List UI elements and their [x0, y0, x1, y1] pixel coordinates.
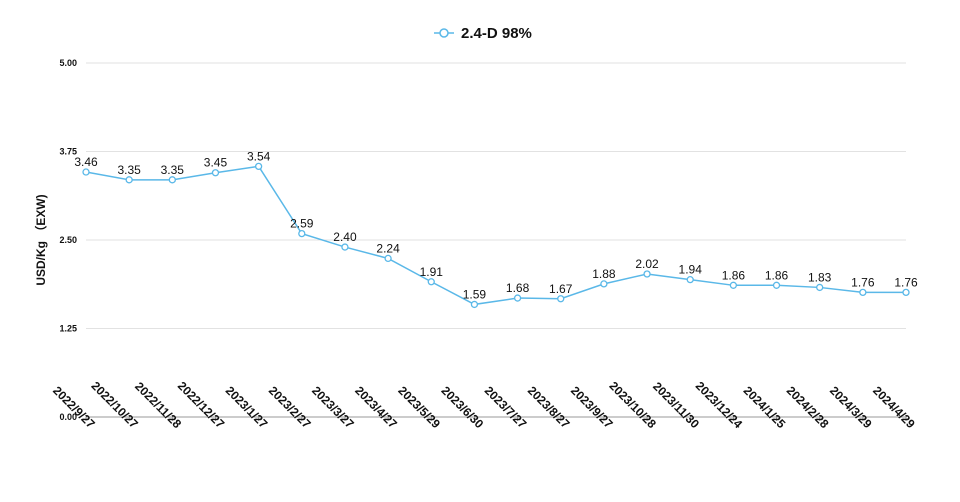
data-point [686, 275, 694, 284]
x-tick-label: 2024/2/28 [784, 383, 832, 431]
data-point [513, 294, 522, 302]
x-tick-label: 2023/5/29 [395, 383, 443, 431]
data-point [859, 288, 867, 297]
data-label: 2.02 [635, 257, 659, 271]
grid-lines [86, 62, 906, 418]
data-point [427, 278, 435, 286]
data-label: 1.76 [894, 275, 918, 289]
data-point [125, 176, 133, 184]
x-tick-label: 2023/1/27 [223, 383, 271, 431]
x-tick-label: 2023/6/30 [439, 383, 487, 431]
data-label: 3.35 [161, 163, 185, 177]
data-label: 1.83 [808, 270, 832, 284]
data-label: 1.94 [679, 263, 703, 277]
data-point [298, 229, 306, 238]
data-point [902, 288, 910, 297]
data-label: 1.59 [463, 287, 487, 301]
data-label: 3.35 [117, 163, 141, 177]
data-point [816, 283, 824, 292]
x-tick-label: 2023/12/24 [693, 379, 746, 432]
x-tick-label: 2023/7/27 [482, 383, 530, 431]
data-point [341, 243, 349, 251]
x-tick-label: 2024/4/29 [870, 383, 918, 431]
y-tick-label: 1.25 [59, 324, 77, 334]
data-label: 1.76 [851, 275, 875, 289]
data-label: 2.59 [290, 217, 314, 231]
legend: 2.4-D 98% [434, 25, 532, 42]
data-label: 1.86 [765, 268, 789, 282]
x-tick-label: 2023/8/27 [525, 383, 573, 431]
data-label: 2.40 [333, 230, 357, 244]
data-point [254, 162, 263, 171]
data-label: 2.24 [376, 241, 400, 255]
data-point [82, 168, 90, 176]
data-point [557, 295, 565, 303]
data-label: 1.67 [549, 282, 573, 296]
data-label: 1.86 [722, 268, 746, 282]
data-label: 3.54 [247, 149, 271, 163]
data-label: 3.45 [204, 156, 228, 170]
data-label: 3.46 [74, 155, 98, 169]
data-label: 1.88 [592, 267, 616, 281]
y-axis-label: USD/Kg （EXW) [33, 194, 48, 285]
data-point [168, 176, 176, 184]
data-point [600, 280, 608, 288]
x-tick-label: 2024/1/25 [741, 383, 789, 431]
data-point [729, 281, 738, 289]
x-axis-ticks: 2022/9/272022/10/272022/11/282022/12/272… [50, 379, 918, 432]
x-tick-label: 2024/3/29 [827, 383, 875, 431]
data-point [772, 281, 781, 289]
y-tick-label: 3.75 [59, 147, 77, 157]
data-label: 1.91 [420, 265, 444, 279]
data-point [643, 270, 651, 278]
y-tick-label: 0.00 [59, 412, 77, 422]
series-line [85, 165, 906, 306]
y-tick-label: 2.50 [59, 235, 77, 245]
x-tick-label: 2023/3/27 [309, 383, 357, 431]
data-point [470, 300, 479, 309]
data-point [211, 169, 220, 177]
x-tick-label: 2023/4/27 [352, 383, 400, 431]
data-point [384, 254, 392, 263]
x-tick-label: 2022/12/27 [175, 379, 228, 432]
series-layer: 3.46 3.35 3.35 3.45 3.54 2.59 2.40 2.24 1.91 1.59… [74, 149, 918, 309]
y-tick-label: 5.00 [59, 58, 77, 68]
data-label: 1.68 [506, 281, 530, 295]
legend-entry: 2.4-D 98% [461, 25, 532, 42]
y-axis-ticks: 0.00 1.25 2.50 3.75 5.00 [59, 58, 77, 422]
legend-point-marker [439, 28, 449, 38]
x-tick-label: 2023/2/27 [266, 383, 314, 431]
